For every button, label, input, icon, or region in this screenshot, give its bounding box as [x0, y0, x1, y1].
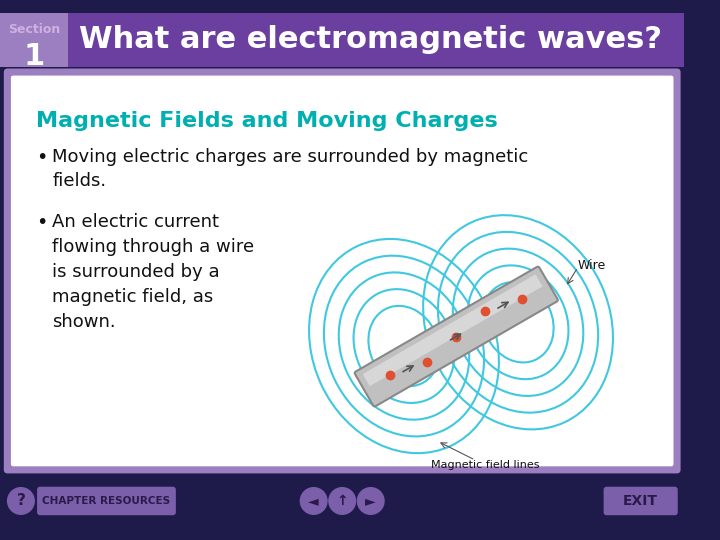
Text: ►: ► [366, 494, 376, 508]
Text: 1: 1 [24, 42, 45, 71]
Text: An electric current
flowing through a wire
is surrounded by a
magnetic field, as: An electric current flowing through a wi… [53, 213, 254, 331]
FancyBboxPatch shape [37, 487, 176, 515]
Text: Wire: Wire [578, 259, 606, 272]
Circle shape [8, 488, 35, 514]
FancyBboxPatch shape [363, 274, 542, 386]
Text: ↑: ↑ [336, 494, 348, 508]
Text: ◄: ◄ [308, 494, 319, 508]
Circle shape [300, 488, 327, 514]
Text: EXIT: EXIT [624, 494, 658, 508]
Text: CHAPTER RESOURCES: CHAPTER RESOURCES [42, 496, 171, 506]
FancyBboxPatch shape [68, 14, 685, 66]
Text: Moving electric charges are surrounded by magnetic
fields.: Moving electric charges are surrounded b… [53, 148, 528, 190]
Circle shape [329, 488, 356, 514]
Text: ?: ? [17, 494, 25, 509]
Text: What are electromagnetic waves?: What are electromagnetic waves? [79, 25, 662, 55]
Text: Section: Section [8, 23, 60, 36]
FancyBboxPatch shape [603, 487, 678, 515]
FancyBboxPatch shape [4, 69, 680, 474]
FancyBboxPatch shape [0, 477, 685, 526]
FancyBboxPatch shape [355, 267, 558, 407]
Text: Magnetic field lines: Magnetic field lines [431, 460, 539, 470]
FancyBboxPatch shape [9, 74, 675, 468]
Text: •: • [36, 148, 48, 167]
FancyBboxPatch shape [0, 14, 68, 66]
Text: •: • [36, 213, 48, 232]
Text: Magnetic Fields and Moving Charges: Magnetic Fields and Moving Charges [36, 111, 498, 131]
Circle shape [357, 488, 384, 514]
